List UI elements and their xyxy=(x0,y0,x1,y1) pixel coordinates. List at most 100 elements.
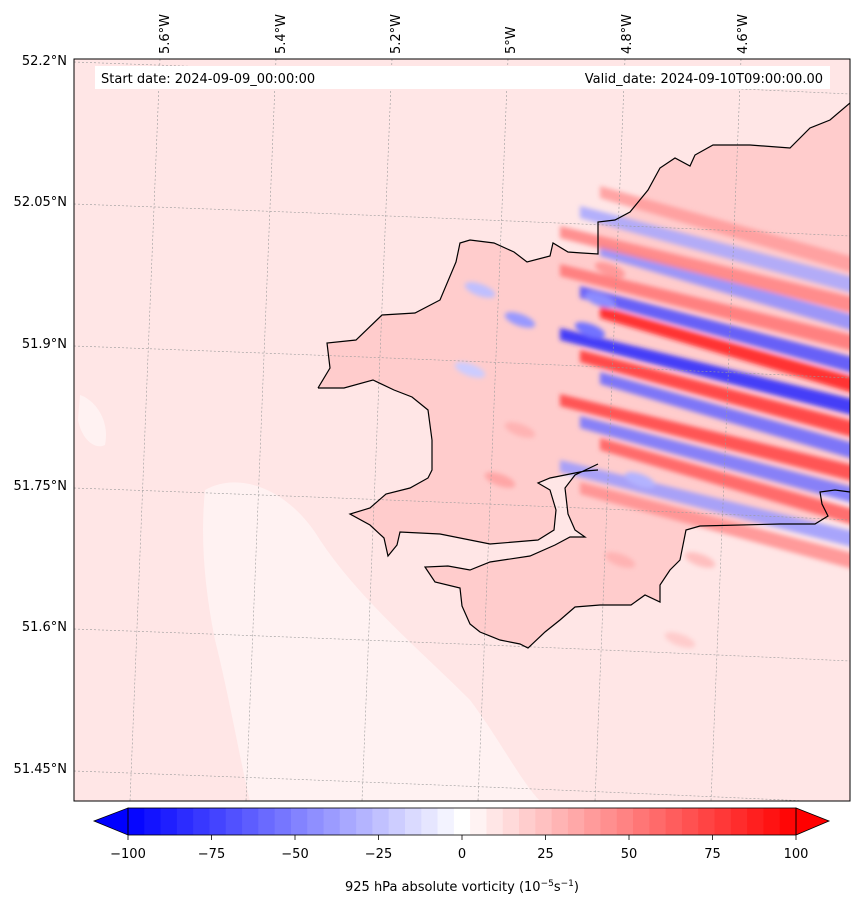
colorbar-swatch xyxy=(600,808,618,835)
lat-label: 51.75°N xyxy=(14,479,67,494)
lat-label: 52.2°N xyxy=(22,54,67,69)
colorbar-swatch xyxy=(747,808,765,835)
vorticity-cell xyxy=(594,262,626,278)
lon-label: 4.8°W xyxy=(620,14,635,54)
weak-sea-patch xyxy=(78,395,106,447)
vorticity-band xyxy=(600,372,850,459)
latitude-gridline xyxy=(74,628,850,662)
colorbar-extend-high xyxy=(795,807,831,836)
colorbar-extend-low xyxy=(92,807,129,836)
vorticity-band xyxy=(600,244,850,331)
colorbar-swatch xyxy=(372,808,390,835)
colorbar-swatch xyxy=(551,808,569,835)
vorticity-band xyxy=(580,206,850,293)
colorbar-swatches xyxy=(128,808,797,835)
vorticity-wave-bands xyxy=(454,186,850,648)
colorbar-tick-label: 100 xyxy=(784,847,809,862)
colorbar-swatch xyxy=(698,808,716,835)
lon-label: 5.2°W xyxy=(389,14,404,54)
colorbar-swatch xyxy=(470,808,488,835)
colorbar-swatch xyxy=(356,808,373,835)
colorbar-swatch xyxy=(763,808,781,835)
vorticity-band xyxy=(580,286,850,373)
colorbar-tick-label: −25 xyxy=(365,847,392,862)
coastline xyxy=(317,102,850,649)
lon-label: 5.4°W xyxy=(274,14,289,54)
colorbar-swatch xyxy=(486,808,504,835)
map-frame xyxy=(73,58,851,802)
colorbar-swatch xyxy=(160,808,178,835)
colorbar-swatch xyxy=(453,808,471,835)
colorbar-tick-label: −50 xyxy=(281,847,308,862)
colorbar-swatch xyxy=(649,808,667,835)
colorbar-swatch xyxy=(404,808,422,835)
colorbar-swatch xyxy=(339,808,357,835)
vorticity-band xyxy=(560,226,850,313)
vorticity-cell xyxy=(584,292,616,308)
colorbar-swatch xyxy=(128,808,145,835)
lat-label: 51.45°N xyxy=(14,762,67,777)
colorbar-swatch xyxy=(502,808,520,835)
colorbar-tick-label: 0 xyxy=(458,847,466,862)
vorticity-band xyxy=(600,186,850,273)
lat-label: 51.9°N xyxy=(22,337,67,352)
colorbar-swatch xyxy=(388,808,406,835)
colorbar-swatch xyxy=(633,808,650,835)
map-panel[interactable]: Start date: 2024-09-09_00:00:00 Valid_da… xyxy=(74,59,859,803)
colorbar-swatch xyxy=(176,808,194,835)
colorbar-swatch xyxy=(535,808,553,835)
colorbar-swatch xyxy=(209,808,227,835)
vorticity-cell xyxy=(454,362,486,378)
colorbar-tick-label: −100 xyxy=(110,847,146,862)
latitude-gridline xyxy=(74,770,814,801)
colorbar-swatch xyxy=(567,808,585,835)
vorticity-cell xyxy=(624,472,656,488)
lat-label: 52.05°N xyxy=(14,195,67,210)
colorbar-swatch xyxy=(779,808,797,835)
colorbar-swatch xyxy=(290,808,308,835)
vorticity-cell xyxy=(574,322,606,338)
vorticity-band xyxy=(580,416,850,503)
colorbar-swatch xyxy=(616,808,634,835)
colorbar-swatch xyxy=(730,808,748,835)
vorticity-band xyxy=(560,394,850,481)
colorbar-title: 925 hPa absolute vorticity (10−5s−1) xyxy=(345,879,579,895)
colorbar-swatch xyxy=(144,808,162,835)
vorticity-cell xyxy=(484,472,516,488)
colorbar-swatch xyxy=(519,808,536,835)
latitude-gridline xyxy=(74,487,850,521)
vorticity-band xyxy=(600,306,850,393)
colorbar-tick-label: 75 xyxy=(704,847,721,862)
vorticity-band xyxy=(580,350,850,437)
colorbar-tick-label: −75 xyxy=(198,847,225,862)
colorbar-swatch xyxy=(323,808,341,835)
colorbar-swatch xyxy=(714,808,732,835)
colorbar: −100 −75 −50 −25 0 25 50 75 100 925 hPa absolute… xyxy=(92,807,831,895)
vorticity-cell xyxy=(504,312,536,328)
vorticity-band xyxy=(560,264,850,351)
colorbar-swatch xyxy=(681,808,699,835)
colorbar-swatch xyxy=(437,808,455,835)
colorbar-swatch xyxy=(584,808,602,835)
vorticity-cell xyxy=(504,422,536,438)
colorbar-swatch xyxy=(307,808,325,835)
longitude-labels: 5.6°W 5.4°W 5.2°W 5°W 4.8°W 4.6°W xyxy=(158,14,751,54)
lat-label: 51.6°N xyxy=(22,620,67,635)
vorticity-cell xyxy=(684,552,716,568)
lon-label: 5.6°W xyxy=(158,14,173,54)
vorticity-cell xyxy=(664,632,696,648)
colorbar-swatch xyxy=(193,808,211,835)
lon-label: 5°W xyxy=(504,26,519,54)
vorticity-cell xyxy=(604,552,636,568)
vorticity-cell xyxy=(464,282,496,298)
weak-sea-band xyxy=(203,482,540,801)
colorbar-swatch xyxy=(242,808,259,835)
latitude-gridline xyxy=(74,345,850,379)
colorbar-tick-label: 25 xyxy=(537,847,554,862)
vorticity-band xyxy=(560,328,850,415)
colorbar-ticks: −100 −75 −50 −25 0 25 50 75 100 xyxy=(110,835,808,862)
date-banner xyxy=(95,66,830,89)
colorbar-swatch xyxy=(665,808,683,835)
colorbar-swatch xyxy=(225,808,243,835)
